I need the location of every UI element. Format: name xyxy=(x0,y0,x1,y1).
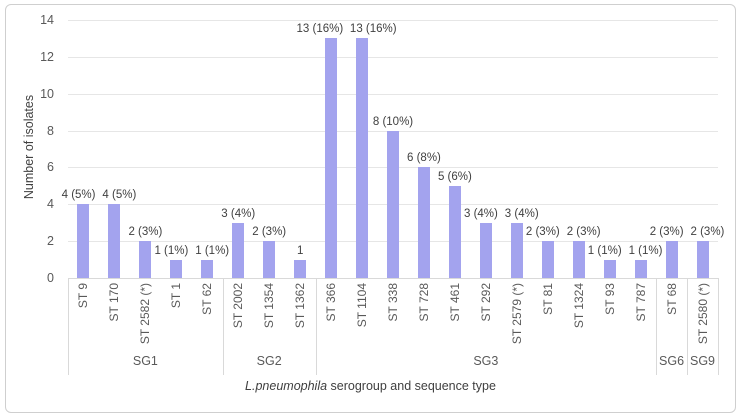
y-tick-label: 0 xyxy=(47,271,54,285)
bar xyxy=(325,38,338,278)
group-label: SG6 xyxy=(659,354,685,368)
y-tick-label: 10 xyxy=(40,86,54,101)
y-tick-label: 2 xyxy=(47,234,54,249)
gridline xyxy=(68,93,718,95)
group-label: SG1 xyxy=(132,354,158,368)
bar xyxy=(634,259,647,278)
bar-value-label: 2 (3%) xyxy=(649,226,684,239)
bar xyxy=(417,167,430,278)
group-label: SG3 xyxy=(473,354,499,368)
chart-frame xyxy=(5,4,736,413)
group-separator xyxy=(718,278,719,375)
bar-value-label: 2 (3%) xyxy=(566,226,601,239)
bar-value-label: 13 (16%) xyxy=(296,23,344,36)
bar-value-label: 5 (6%) xyxy=(437,170,472,183)
bar-value-label: 4 (5%) xyxy=(102,189,137,202)
bar xyxy=(170,259,183,278)
bar-value-label: 2 (3%) xyxy=(128,226,163,239)
bar xyxy=(139,241,152,278)
x-axis-title: L.pneumophila serogroup and sequence typ… xyxy=(0,379,741,393)
bar-value-label: 2 (3%) xyxy=(252,226,287,239)
bar xyxy=(387,130,399,278)
group-separator xyxy=(656,278,658,375)
y-tick-label: 6 xyxy=(47,160,54,175)
x-axis-title-rest: serogroup and sequence type xyxy=(327,379,496,393)
bar-value-label: 3 (4%) xyxy=(221,207,256,220)
group-label: SG9 xyxy=(690,354,716,368)
bar xyxy=(448,185,461,278)
bar-value-label: 1 (1%) xyxy=(154,244,189,257)
bar xyxy=(294,259,307,278)
bar-value-label: 3 (4%) xyxy=(463,207,498,220)
bar-value-label: 2 (3%) xyxy=(690,226,725,239)
bar-value-label: 1 xyxy=(296,244,304,257)
bar-value-label: 6 (8%) xyxy=(407,152,441,165)
bar xyxy=(603,259,616,278)
bar xyxy=(479,222,492,278)
bar xyxy=(232,222,245,278)
y-tick-label: 14 xyxy=(40,13,54,27)
y-tick-label: 8 xyxy=(47,123,54,138)
x-axis-line xyxy=(68,278,718,279)
bar-value-label: 13 (16%) xyxy=(349,23,397,36)
y-tick-label: 12 xyxy=(40,49,54,64)
bar-value-label: 1 (1%) xyxy=(628,244,663,257)
group-label: SG2 xyxy=(256,354,282,368)
x-axis-title-species: L.pneumophila xyxy=(245,379,328,393)
group-separator xyxy=(222,278,224,375)
bar-value-label: 4 (5%) xyxy=(61,189,96,202)
bar-value-label: 2 (3%) xyxy=(525,226,560,239)
bar-value-label: 1 (1%) xyxy=(587,244,622,257)
bar xyxy=(541,241,554,278)
bar xyxy=(108,204,121,278)
bar xyxy=(665,241,678,278)
y-tick-label: 4 xyxy=(47,197,54,212)
bar xyxy=(356,38,369,278)
group-separator xyxy=(68,278,69,375)
group-separator xyxy=(315,278,317,375)
bar xyxy=(201,259,214,278)
bar xyxy=(510,222,523,278)
gridline xyxy=(68,20,718,21)
bar-value-label: 3 (4%) xyxy=(504,207,539,220)
bar-value-label: 1 (1%) xyxy=(195,244,230,257)
gridline xyxy=(68,56,718,58)
bar-value-label: 8 (10%) xyxy=(372,115,414,128)
bar xyxy=(696,241,709,278)
bar xyxy=(263,241,276,278)
bar xyxy=(77,204,90,278)
bar xyxy=(572,241,585,278)
group-separator xyxy=(687,278,689,375)
